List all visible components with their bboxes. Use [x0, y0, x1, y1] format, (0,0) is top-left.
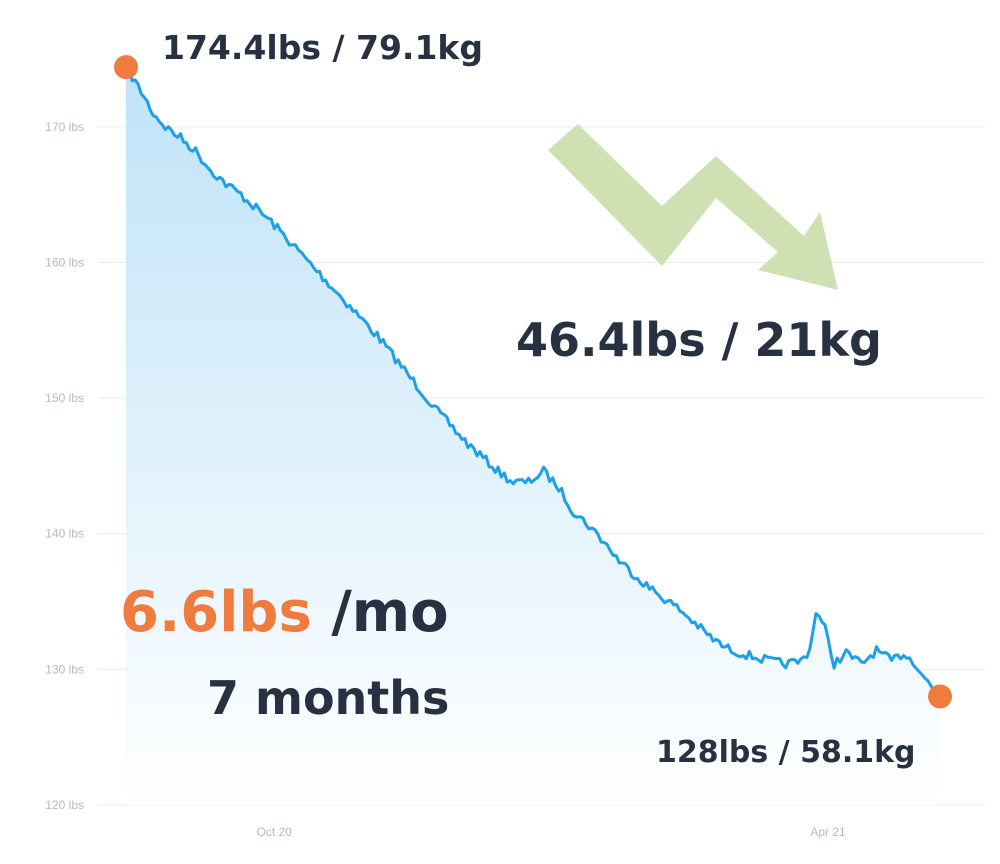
- duration-label: 7 months: [207, 671, 450, 725]
- y-tick-label: 160 lbs: [45, 255, 84, 269]
- rate-unit: /mo: [311, 580, 449, 645]
- y-tick-label: 150 lbs: [45, 391, 84, 405]
- y-axis-ticks: 120 lbs 130 lbs 140 lbs 150 lbs 160 lbs 170 l…: [45, 120, 84, 812]
- start-weight-label: 174.4lbs / 79.1kg: [162, 28, 483, 67]
- x-tick-label: Oct 20: [257, 825, 293, 839]
- start-point: [114, 55, 138, 80]
- endpoint-markers: [114, 55, 952, 709]
- y-tick-label: 120 lbs: [45, 798, 84, 812]
- x-tick-label: Apr 21: [810, 825, 846, 839]
- area-path: [126, 67, 940, 806]
- y-tick-label: 140 lbs: [45, 527, 84, 541]
- total-loss-label: 46.4lbs / 21kg: [516, 313, 882, 367]
- zigzag-down-arrow-icon: [548, 124, 838, 290]
- end-weight-label: 128lbs / 58.1kg: [656, 735, 916, 770]
- y-tick-label: 170 lbs: [45, 120, 84, 134]
- rate-value: 6.6lbs: [120, 580, 312, 645]
- series-line-path: [124, 65, 942, 698]
- end-point: [928, 684, 952, 709]
- y-tick-label: 130 lbs: [45, 662, 84, 676]
- series-line: [124, 65, 942, 698]
- rate-label: 6.6lbs /mo: [120, 585, 449, 641]
- area-fill: [126, 67, 940, 806]
- x-axis-ticks: Oct 20 Apr 21: [257, 825, 846, 839]
